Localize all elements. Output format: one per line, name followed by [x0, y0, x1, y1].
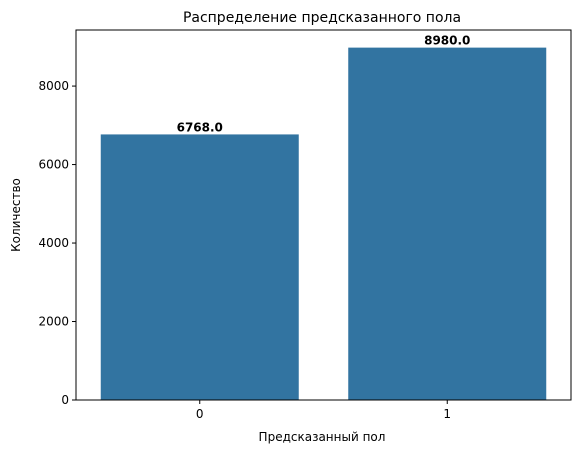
bar-data-label: 6768.0 [177, 120, 223, 134]
bar-data-label: 8980.0 [424, 34, 470, 48]
bar-0 [100, 134, 299, 400]
y-tick-label: 2000 [38, 315, 69, 329]
y-tick-label: 8000 [38, 79, 69, 93]
x-axis-label: Предсказанный пол [259, 430, 386, 444]
data-labels-group: 6768.0 8980.0 [177, 34, 471, 135]
x-tick-label: 0 [196, 407, 204, 421]
bars-group [100, 47, 547, 400]
plot-frame [75, 29, 572, 401]
chart-title: Распределение предсказанного пола [183, 10, 461, 26]
y-tick-label: 6000 [38, 158, 69, 172]
bar-1 [348, 47, 547, 400]
y-axis: 0 2000 4000 6000 8000 [38, 79, 76, 407]
y-axis-label: Количество [9, 178, 23, 252]
x-tick-label: 1 [443, 407, 451, 421]
y-tick-label: 0 [61, 393, 69, 407]
y-tick-label: 4000 [38, 236, 69, 250]
